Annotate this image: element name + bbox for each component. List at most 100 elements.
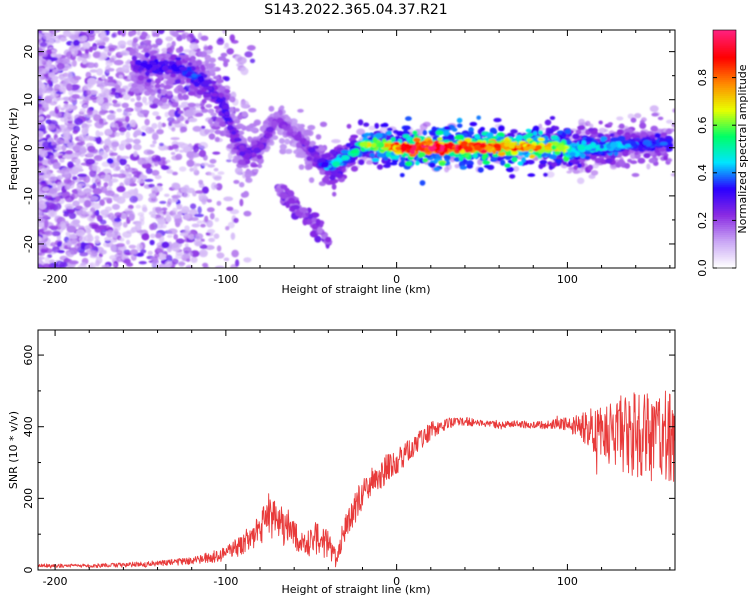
ridge-blob — [396, 130, 405, 137]
noise-speckle — [195, 190, 204, 194]
ridge-blob — [253, 120, 261, 126]
noise-speckle — [163, 145, 169, 151]
noise-speckle — [84, 126, 89, 133]
noise-speckle — [91, 202, 101, 210]
noise-speckle — [139, 214, 145, 222]
ridge-blob — [435, 130, 444, 136]
noise-speckle — [215, 183, 223, 191]
noise-speckle — [213, 167, 219, 172]
ridge-blob — [209, 69, 216, 75]
noise-speckle — [95, 130, 100, 138]
noise-speckle — [66, 251, 71, 257]
ridge-blob — [457, 134, 464, 140]
noise-speckle — [103, 182, 109, 188]
noise-speckle — [171, 242, 180, 248]
noise-speckle — [99, 92, 106, 98]
ridge-blob — [437, 137, 443, 141]
noise-speckle — [154, 233, 162, 239]
noise-speckle — [157, 30, 165, 35]
noise-speckle — [106, 230, 115, 238]
noise-speckle — [78, 134, 87, 141]
ridge-blob — [525, 128, 532, 133]
ridge-blob — [144, 52, 150, 58]
noise-speckle — [177, 110, 184, 114]
noise-speckle — [125, 168, 134, 173]
ridge-blob — [155, 55, 164, 60]
noise-speckle — [48, 57, 58, 62]
ridge-blob — [374, 122, 380, 129]
ridge-blob — [223, 61, 229, 68]
noise-speckle — [56, 241, 62, 248]
noise-speckle — [133, 188, 139, 196]
noise-speckle — [73, 117, 84, 126]
ridge-blob — [538, 163, 544, 170]
ridge-blob — [405, 116, 412, 121]
ridge-blob — [279, 148, 287, 155]
ridge-blob — [375, 132, 383, 139]
ridge-blob — [306, 163, 313, 170]
noise-speckle — [148, 193, 157, 198]
noise-speckle — [80, 262, 87, 266]
noise-speckle — [164, 111, 169, 118]
ridge-blob — [141, 31, 148, 38]
ridge-blob — [187, 62, 193, 66]
noise-speckle — [95, 30, 101, 34]
ridge-blob — [146, 78, 152, 83]
noise-speckle — [199, 244, 208, 250]
noise-speckle — [89, 169, 97, 178]
noise-speckle — [38, 95, 42, 103]
noise-speckle — [216, 252, 225, 259]
ridge-blob — [553, 126, 560, 131]
noise-speckle — [188, 117, 198, 123]
ridge-blob — [136, 79, 144, 85]
ridge-blob — [419, 180, 426, 186]
noise-speckle — [204, 215, 209, 223]
ridge-blob — [321, 176, 330, 184]
noise-speckle — [151, 133, 159, 141]
noise-speckle — [79, 210, 89, 219]
noise-speckle — [56, 97, 64, 101]
ridge-blob — [637, 157, 646, 164]
noise-speckle — [100, 249, 107, 255]
ridge-blob — [181, 33, 187, 40]
ridge-blob — [182, 94, 189, 101]
noise-speckle — [670, 173, 675, 177]
noise-speckle — [132, 143, 142, 151]
noise-speckle — [157, 252, 166, 261]
ridge-blob — [172, 31, 179, 38]
noise-speckle — [56, 181, 62, 188]
noise-speckle — [646, 163, 651, 170]
noise-speckle — [78, 150, 85, 158]
ridge-blob — [517, 161, 524, 166]
ridge-blob — [234, 108, 240, 112]
noise-speckle — [111, 127, 119, 132]
noise-speckle — [186, 151, 194, 159]
noise-speckle — [209, 158, 217, 164]
ridge-blob — [477, 167, 484, 173]
noise-speckle — [56, 62, 65, 70]
noise-speckle — [188, 251, 193, 257]
noise-speckle — [109, 57, 115, 63]
noise-speckle — [105, 128, 113, 136]
noise-speckle — [116, 185, 126, 193]
ridge-blob — [279, 105, 285, 110]
noise-speckle — [194, 241, 203, 247]
ridge-blob — [358, 159, 365, 166]
noise-speckle — [118, 126, 127, 133]
ridge-blob — [504, 163, 511, 168]
noise-speckle — [68, 212, 77, 220]
noise-speckle — [74, 45, 80, 52]
noise-speckle — [46, 59, 52, 67]
noise-speckle — [112, 103, 121, 107]
noise-speckle — [200, 223, 206, 228]
noise-speckle — [101, 213, 108, 218]
ridge-blob — [210, 112, 217, 117]
ridge-blob — [555, 158, 563, 164]
noise-speckle — [120, 155, 130, 160]
noise-speckle — [175, 30, 185, 33]
noise-speckle — [591, 163, 599, 169]
noise-speckle — [86, 152, 94, 157]
ridge-blob — [667, 158, 673, 162]
ridge-blob — [572, 133, 580, 140]
